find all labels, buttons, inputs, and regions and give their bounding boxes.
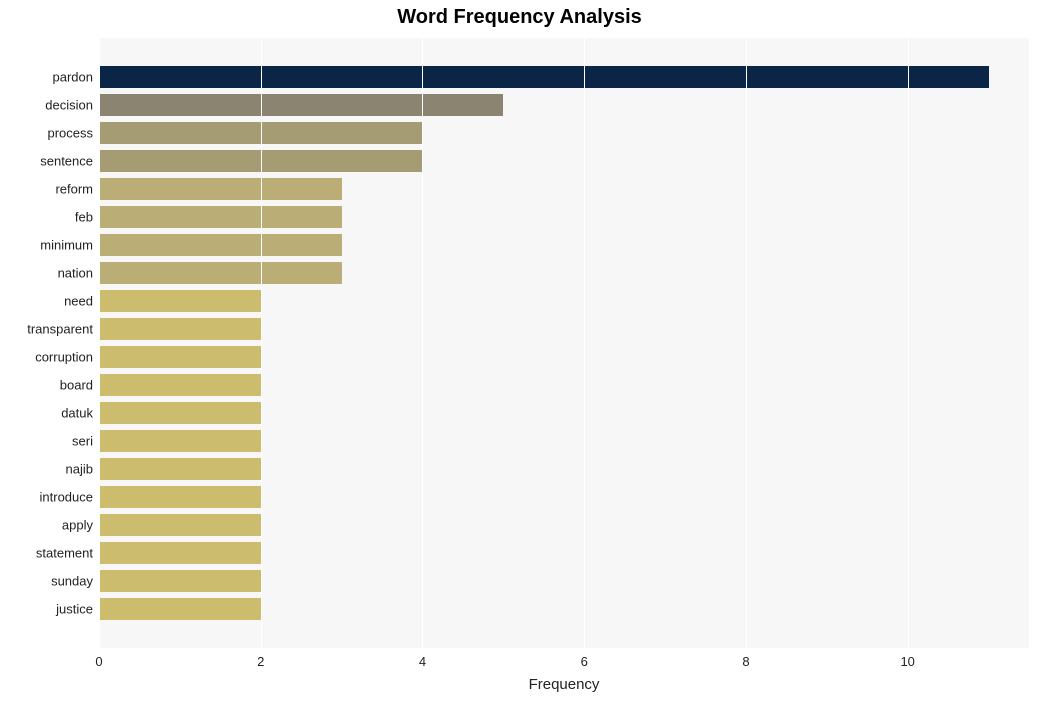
y-tick-label: reform [55,182,99,197]
x-tick: 4 [419,654,426,669]
x-tick: 8 [742,654,749,669]
word-frequency-chart: Word Frequency Analysis pardondecisionpr… [0,0,1039,701]
bar [99,486,261,508]
bar-row: minimum [99,234,1029,256]
bar-row: sunday [99,570,1029,592]
bar [99,262,342,284]
y-tick-label: apply [62,517,99,532]
bar-row: nation [99,262,1029,284]
bar-row: decision [99,94,1029,116]
y-tick-label: sentence [40,154,99,169]
x-axis: 0246810 [99,654,1029,674]
x-tick: 6 [581,654,588,669]
bar [99,234,342,256]
bar [99,290,261,312]
bar [99,514,261,536]
chart-title: Word Frequency Analysis [0,6,1039,29]
bar [99,66,989,88]
bar-row: transparent [99,318,1029,340]
y-tick-label: datuk [61,405,99,420]
y-tick-label: nation [58,266,99,281]
bar-row: process [99,122,1029,144]
y-tick-label: pardon [53,70,99,85]
bars-layer: pardon decision process sentence reform feb mi… [99,38,1029,648]
y-tick-label: corruption [35,349,99,364]
y-tick-label: board [60,377,99,392]
y-tick-label: process [47,126,99,141]
x-tick: 0 [95,654,102,669]
x-tick: 2 [257,654,264,669]
y-tick-label: statement [36,545,99,560]
y-tick-label: introduce [40,489,99,504]
bar [99,178,342,200]
y-tick-label: transparent [27,322,99,337]
y-tick-label: seri [72,433,99,448]
bar-row: seri [99,430,1029,452]
bar-row: apply [99,514,1029,536]
bar-row: board [99,374,1029,396]
bar-row: pardon [99,66,1029,88]
bar-row: sentence [99,150,1029,172]
bar-row: najib [99,458,1029,480]
bar-row: statement [99,542,1029,564]
plot-area: pardon decision process sentence reform feb mi… [99,38,1029,648]
y-tick-label: feb [75,210,99,225]
y-tick-label: need [64,294,99,309]
bar [99,402,261,424]
bar [99,346,261,368]
bar-row: need [99,290,1029,312]
bar [99,598,261,620]
bar [99,430,261,452]
bar-row: justice [99,598,1029,620]
grid-line [422,38,423,648]
bar [99,458,261,480]
bar-row: corruption [99,346,1029,368]
grid-line [746,38,747,648]
bar-row: reform [99,178,1029,200]
bar-row: introduce [99,486,1029,508]
grid-line [584,38,585,648]
y-tick-label: justice [56,601,99,616]
grid-line [908,38,909,648]
y-tick-label: sunday [51,573,99,588]
y-tick-label: najib [66,461,99,476]
bar [99,94,503,116]
grid-line [99,38,100,648]
x-tick: 10 [900,654,914,669]
bar [99,206,342,228]
bar [99,570,261,592]
bar [99,374,261,396]
bar [99,318,261,340]
bar [99,542,261,564]
bar-row: feb [99,206,1029,228]
y-tick-label: decision [45,98,99,113]
x-axis-title: Frequency [99,676,1029,693]
y-tick-label: minimum [40,238,99,253]
bar-row: datuk [99,402,1029,424]
grid-line [261,38,262,648]
